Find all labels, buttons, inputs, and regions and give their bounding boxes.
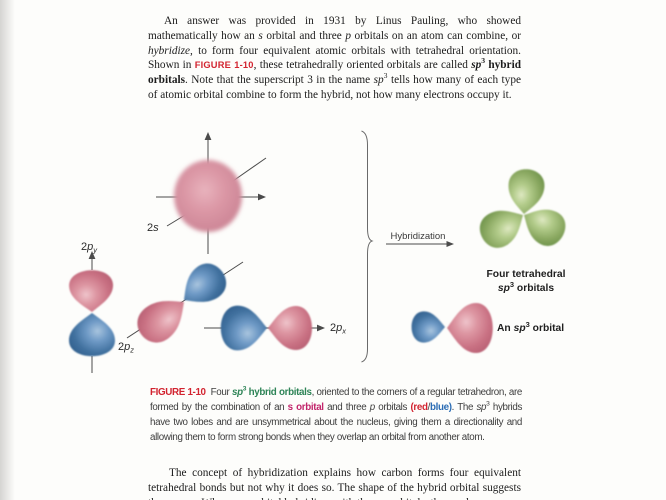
text-segment: to form four equivalent atomic orbitals … xyxy=(148,44,521,72)
text-segment: orbital and three xyxy=(262,30,346,42)
caption-superscript: 3 xyxy=(242,385,247,393)
an-word: An xyxy=(497,323,514,334)
sp-italic: sp xyxy=(514,323,526,334)
label-2pz-subscript: z xyxy=(129,346,134,355)
hybridization-arrow xyxy=(386,241,454,247)
caption-superscript: 3 xyxy=(486,400,490,408)
sp-superscript: 3 xyxy=(510,280,514,289)
arrowhead-right xyxy=(258,193,266,201)
caption-sp3-green: sp xyxy=(231,386,243,398)
superscript: 3 xyxy=(383,71,388,81)
figure-caption: FIGURE 1-10 Four sp3 hybrid orbitals, ori… xyxy=(150,385,522,445)
text-segment: An answer was provided in 1931 by Linus … xyxy=(148,15,521,42)
s-orbital-diagonal-axis xyxy=(232,157,267,182)
caption-figure-number: FIGURE 1-10 xyxy=(150,386,206,398)
text-segment-italic: p xyxy=(345,30,351,42)
label-2s-number: 2 xyxy=(147,222,153,234)
caption-s-orbital-magenta: s orbital xyxy=(287,401,324,413)
label-2pz: 2pz xyxy=(118,341,134,355)
an-sp3-orbital-label: An sp3 orbital xyxy=(497,320,564,334)
text-segment-bold: hybrid orbitals xyxy=(148,59,521,87)
text-segment: The concept of hybridization explains ho… xyxy=(148,467,521,500)
caption-segment: , oriented to the corners of a regular t… xyxy=(150,386,523,413)
caption-segment-italic: sp xyxy=(476,401,487,413)
sp3-clover-top-lobe xyxy=(506,167,546,216)
superscript: 3 xyxy=(481,56,486,66)
text-segment-bold-italic: sp xyxy=(471,59,482,72)
arrowhead-up xyxy=(88,251,96,259)
2s-orbital-sphere xyxy=(174,160,242,232)
label-2px: 2px xyxy=(330,322,346,336)
label-2py: 2py xyxy=(81,241,98,255)
single-sp3-blue-lobe xyxy=(411,311,445,343)
caption-segment: orbitals xyxy=(374,401,411,413)
text-segment: orbital hybridizes with three xyxy=(249,497,382,500)
label-2pz-letter: p xyxy=(123,341,130,353)
p-orbital-lobes xyxy=(68,256,312,357)
label-2s-letter: s xyxy=(153,222,159,234)
label-2py-subscript: y xyxy=(92,246,98,255)
single-sp3-red-lobe xyxy=(447,303,493,353)
caption-blue-word: blue) xyxy=(429,401,452,413)
text-segment-italic: hybridize, xyxy=(148,44,193,57)
label-2py-letter: p xyxy=(86,241,93,253)
hybridization-label: Hybridization xyxy=(391,231,446,242)
text-segment-italic: s xyxy=(258,30,263,42)
tetrahedral-label-line1: Four tetrahedral xyxy=(487,269,566,280)
text-segment: orbitals, the resul- xyxy=(388,497,473,500)
text-segment-italic: p xyxy=(382,497,388,500)
caption-slash: / xyxy=(427,401,431,413)
body-paragraph-1: An answer was provided in 1931 by Linus … xyxy=(148,14,521,102)
arrowhead-right xyxy=(317,324,325,332)
text-segment: , these tetrahedrally oriented orbitals … xyxy=(253,59,472,72)
label-2px-letter: p xyxy=(335,322,342,334)
label-2px-number: 2 xyxy=(330,322,336,334)
caption-hybrid-orbitals-green: hybrid orbitals xyxy=(246,386,312,398)
orbitals-word: orbitals xyxy=(514,283,554,294)
orbital-word: orbital xyxy=(530,323,564,334)
caption-red-word: (red xyxy=(410,401,428,413)
label-2s: 2s xyxy=(147,222,159,234)
text-segment: tells how many of each type of atomic or… xyxy=(148,74,521,101)
caption-segment: hybrids have two lobes and are unsymmetr… xyxy=(150,401,523,443)
caption-segment: and three xyxy=(323,401,370,413)
sp-superscript: 3 xyxy=(526,320,530,329)
text-segment: orbitals on an atom can combine, or xyxy=(350,30,521,42)
caption-segment: Four xyxy=(210,386,232,398)
arrowhead-right xyxy=(446,241,454,247)
text-segment-italic: s xyxy=(245,497,249,500)
text-segment: . Note that the superscript 3 in the nam… xyxy=(185,74,374,87)
figure-reference: FIGURE 1-10 xyxy=(194,60,254,71)
2py-blue-lobe xyxy=(69,313,115,357)
text-segment-italic: sp xyxy=(373,74,384,87)
sp-italic: sp xyxy=(498,283,510,294)
label-2pz-number: 2 xyxy=(118,341,124,353)
2px-blue-lobe xyxy=(220,305,267,351)
2py-red-lobe xyxy=(68,269,114,313)
body-paragraph-2: The concept of hybridization explains ho… xyxy=(148,466,521,500)
2px-red-lobe xyxy=(268,306,312,350)
label-2px-subscript: x xyxy=(341,327,346,336)
caption-segment-italic: p xyxy=(369,401,375,413)
grouping-brace xyxy=(361,130,374,363)
label-2py-number: 2 xyxy=(81,241,87,253)
tetrahedral-label-line2: sp3 orbitals xyxy=(498,280,555,294)
caption-segment: . The xyxy=(451,401,477,413)
arrowhead-up xyxy=(204,132,212,140)
